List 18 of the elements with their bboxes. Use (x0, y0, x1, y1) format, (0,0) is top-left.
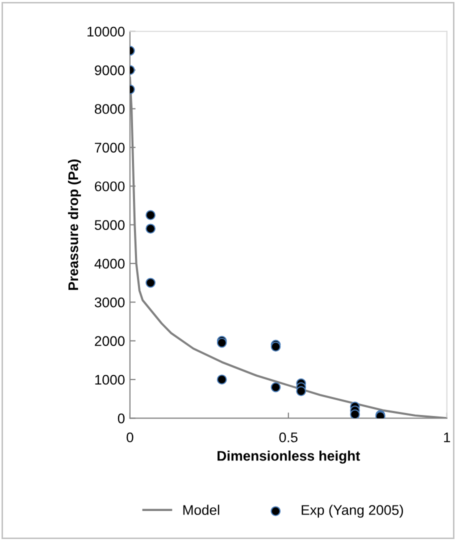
y-tick-label: 9000 (94, 65, 125, 76)
legend-label: Exp (Yang 2005) (302, 504, 403, 518)
y-tick-label: 7000 (94, 142, 125, 153)
y-tick-label: 2000 (94, 336, 125, 346)
x-axis-title: Dimensionless height (218, 450, 360, 464)
y-tick-label: 5000 (94, 220, 125, 230)
y-axis-title: Preassure drop (Pa) (68, 159, 81, 290)
y-tick-label: 6000 (94, 181, 125, 192)
y-tick-label: 4000 (94, 258, 125, 269)
x-tick-label: 0 (126, 432, 134, 442)
legend-label: Model (183, 504, 220, 515)
y-tick-label: 1000 (95, 374, 125, 385)
x-tick-label: 0.5 (279, 432, 298, 442)
y-tick-label: 0 (118, 414, 125, 424)
y-tick-label: 10000 (88, 26, 125, 37)
y-tick-label: 3000 (94, 297, 125, 308)
y-tick-label: 8000 (94, 104, 125, 114)
x-tick-label: 1 (444, 432, 450, 442)
